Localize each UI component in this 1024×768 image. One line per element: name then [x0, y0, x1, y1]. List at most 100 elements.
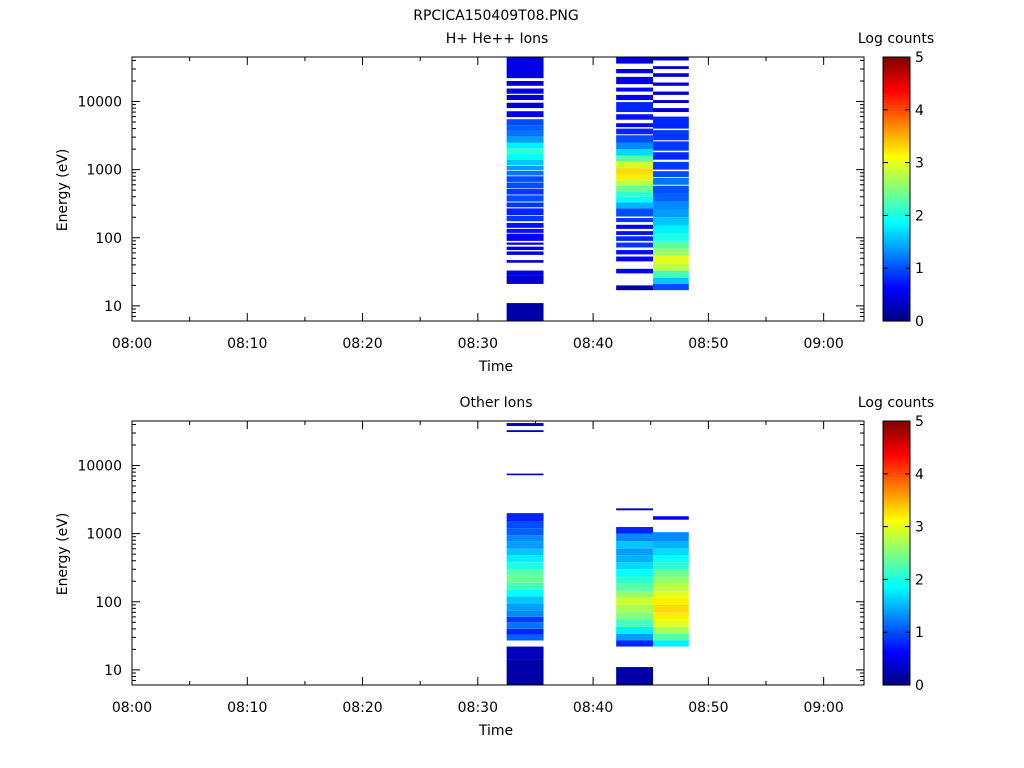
colorbar-segment — [883, 666, 910, 670]
heatmap-cell — [653, 225, 689, 234]
colorbar-segment — [883, 566, 910, 570]
colorbar-tick-label: 2 — [915, 572, 924, 588]
heatmap-cell — [506, 102, 544, 109]
heatmap-cell — [616, 168, 654, 175]
colorbar-segment — [883, 123, 910, 127]
colorbar-segment — [883, 159, 910, 164]
colorbar-segment — [883, 460, 910, 464]
colorbar-segment — [883, 115, 910, 119]
colorbar-segment — [883, 674, 910, 678]
colorbar-segment — [883, 428, 910, 433]
heatmap-cell — [506, 153, 544, 160]
colorbar-segment — [883, 655, 910, 660]
colorbar-segment — [883, 494, 910, 499]
colorbar-segment — [883, 426, 910, 430]
heatmap-cell — [506, 228, 544, 233]
colorbar-segment — [883, 239, 910, 243]
colorbar-segment — [883, 93, 910, 98]
colorbar-segment — [883, 183, 910, 187]
colorbar-segment — [883, 72, 910, 77]
colorbar-segment — [883, 502, 910, 507]
colorbar-segment — [883, 457, 910, 462]
panel-title: H+ He++ Ions — [446, 31, 549, 47]
colorbar-segment — [883, 658, 910, 662]
colorbar-segment — [883, 284, 910, 288]
colorbar-segment — [883, 233, 910, 238]
colorbar-segment — [883, 436, 910, 441]
heatmap-cell — [653, 612, 689, 620]
heatmap-cell — [616, 236, 654, 241]
heatmap-cell — [616, 102, 654, 113]
x-tick-label: 08:10 — [227, 700, 267, 716]
colorbar-segment — [883, 421, 910, 425]
colorbar-segment — [883, 653, 910, 657]
colorbar-segment — [883, 471, 910, 475]
heatmap-cell — [653, 590, 689, 598]
heatmap-cell — [616, 94, 654, 101]
colorbar-tick-label: 5 — [915, 414, 924, 430]
x-tick-label: 08:40 — [573, 700, 613, 716]
heatmap-cell — [653, 185, 689, 194]
colorbar-segment — [883, 247, 910, 251]
heatmap-cell — [653, 130, 689, 141]
plot-frame — [131, 420, 865, 686]
colorbar-segment — [883, 75, 910, 79]
heatmap-cell — [506, 94, 544, 101]
heatmap-cell — [506, 541, 544, 549]
heatmap-cell — [506, 430, 544, 433]
heatmap-cell — [653, 108, 689, 113]
colorbar-segment — [883, 679, 910, 683]
heatmap-cell — [506, 596, 544, 604]
colorbar-segment — [883, 582, 910, 586]
heatmap-cell — [653, 161, 689, 170]
heatmap-cell — [653, 141, 689, 151]
colorbar-segment — [883, 560, 910, 565]
colorbar-segment — [883, 270, 910, 275]
heatmap-cell — [506, 170, 544, 176]
colorbar-segment — [883, 225, 910, 230]
x-ticks: 08:00 08:10 08:20 08:30 08:40 08:50 09:00 — [112, 57, 844, 352]
y-ticks: 10 100 1000 10000 — [77, 59, 864, 322]
colorbar-segment — [883, 141, 910, 145]
heatmap-cell — [616, 548, 654, 556]
colorbar-segment — [883, 210, 910, 214]
colorbar-tick-label: 3 — [915, 520, 924, 536]
colorbar-segment — [883, 663, 910, 668]
colorbar-segment — [883, 318, 910, 322]
colorbar-segment — [883, 542, 910, 546]
colorbar-segment — [883, 157, 910, 161]
x-tick-label: 09:00 — [803, 700, 843, 716]
colorbar-segment — [883, 104, 910, 108]
heatmap-cell — [506, 222, 544, 228]
colorbar-segment — [883, 223, 910, 227]
heatmap-cell — [506, 80, 544, 86]
colorbar-segment — [883, 523, 910, 528]
colorbar-segment — [883, 547, 910, 551]
heatmap-cell — [506, 159, 544, 166]
heatmap-cell — [653, 583, 689, 591]
colorbar-segment — [883, 215, 910, 219]
colorbar-segment — [883, 545, 910, 549]
colorbar-segment — [883, 83, 910, 87]
heatmap-cell — [506, 528, 544, 536]
heatmap-cell — [506, 195, 544, 202]
colorbar: 0 1 2 3 4 5 — [882, 50, 924, 330]
colorbar-segment — [883, 492, 910, 496]
heatmap-cell — [616, 242, 654, 248]
panel-h-he-ions: H+ He++ Ions Log counts Time Energy (eV)… — [55, 31, 934, 375]
colorbar-segment — [883, 257, 910, 261]
heatmap-cell — [616, 540, 654, 549]
figure-title: RPCICA150409T08.PNG — [413, 8, 578, 24]
colorbar-segment — [883, 146, 910, 150]
colorbar-segment — [883, 57, 910, 61]
colorbar-segment — [883, 423, 910, 427]
heatmap-cell — [506, 246, 544, 251]
colorbar-segment — [883, 677, 910, 681]
colorbar-segment — [883, 249, 910, 253]
colorbar-segment — [883, 553, 910, 557]
x-ticks: 08:00 08:10 08:20 08:30 08:40 08:50 09:00 — [112, 421, 844, 716]
heatmap-cell — [616, 191, 654, 197]
colorbar-segment — [883, 165, 910, 169]
heatmap-cell — [506, 610, 544, 617]
